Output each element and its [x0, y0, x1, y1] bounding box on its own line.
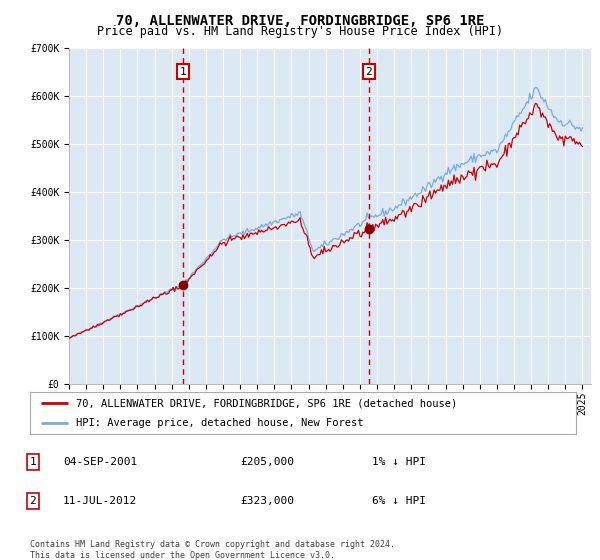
Text: HPI: Average price, detached house, New Forest: HPI: Average price, detached house, New …	[76, 418, 364, 428]
Text: 1: 1	[29, 457, 37, 467]
Text: 11-JUL-2012: 11-JUL-2012	[63, 496, 137, 506]
Text: 2: 2	[365, 67, 372, 77]
Text: 70, ALLENWATER DRIVE, FORDINGBRIDGE, SP6 1RE: 70, ALLENWATER DRIVE, FORDINGBRIDGE, SP6…	[116, 14, 484, 28]
Text: Price paid vs. HM Land Registry's House Price Index (HPI): Price paid vs. HM Land Registry's House …	[97, 25, 503, 38]
Text: £205,000: £205,000	[240, 457, 294, 467]
Text: 04-SEP-2001: 04-SEP-2001	[63, 457, 137, 467]
Text: 2: 2	[29, 496, 37, 506]
Text: 1: 1	[180, 67, 187, 77]
Text: £323,000: £323,000	[240, 496, 294, 506]
Text: Contains HM Land Registry data © Crown copyright and database right 2024.
This d: Contains HM Land Registry data © Crown c…	[30, 540, 395, 560]
Text: 1% ↓ HPI: 1% ↓ HPI	[372, 457, 426, 467]
Text: 70, ALLENWATER DRIVE, FORDINGBRIDGE, SP6 1RE (detached house): 70, ALLENWATER DRIVE, FORDINGBRIDGE, SP6…	[76, 398, 458, 408]
Text: 6% ↓ HPI: 6% ↓ HPI	[372, 496, 426, 506]
